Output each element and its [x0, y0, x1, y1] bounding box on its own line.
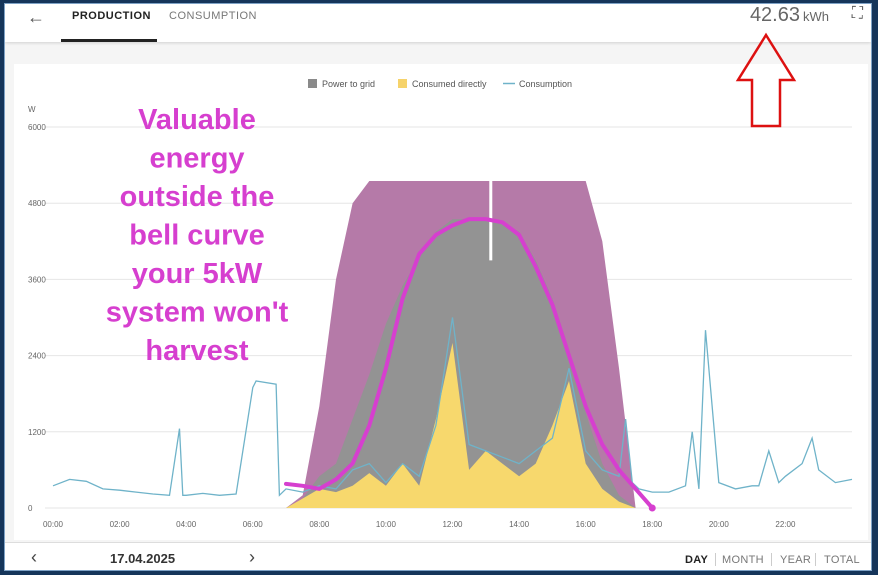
legend-label: Consumption [519, 79, 572, 89]
x-tick-label: 18:00 [642, 520, 663, 529]
x-tick-label: 12:00 [442, 520, 463, 529]
x-tick-label: 14:00 [509, 520, 530, 529]
energy-value: 42.63 [749, 4, 800, 26]
x-tick-label: 02:00 [110, 520, 131, 529]
annotation-text-line: harvest [145, 335, 249, 367]
x-tick-label: 22:00 [775, 520, 796, 529]
y-tick-label: 0 [28, 504, 33, 513]
tab-production[interactable]: PRODUCTION [72, 10, 151, 22]
energy-total: 42.63 kWh [750, 4, 829, 27]
legend-swatch [308, 79, 317, 88]
active-tab-indicator [61, 39, 157, 42]
period-divider [815, 553, 816, 566]
x-tick-label: 08:00 [309, 520, 330, 529]
date-label: 17.04.2025 [110, 551, 176, 566]
bell-curve-end [648, 504, 656, 512]
period-divider [715, 553, 716, 566]
y-axis-label: W [28, 105, 36, 114]
y-tick-label: 4800 [28, 199, 46, 208]
period-divider [771, 553, 772, 566]
annotation-text-line: system won't [106, 297, 289, 329]
y-tick-label: 3600 [28, 275, 46, 284]
bell-curve-annotation [284, 217, 655, 510]
legend-label: Power to grid [322, 79, 375, 89]
x-tick-label: 20:00 [709, 520, 730, 529]
previous-day-icon[interactable]: ‹ [31, 547, 37, 567]
fullscreen-icon[interactable]: ⛶ [851, 5, 863, 22]
x-tick-label: 16:00 [576, 520, 597, 529]
y-tick-label: 6000 [28, 123, 46, 132]
bottom-bar: ‹ 17.04.2025 › DAY MONTH YEAR TOTAL [5, 542, 871, 570]
period-year[interactable]: YEAR [780, 554, 812, 566]
y-tick-label: 1200 [28, 428, 46, 437]
x-tick-label: 06:00 [243, 520, 264, 529]
annotation-text-line: bell curve [129, 220, 264, 252]
x-tick-label: 10:00 [376, 520, 397, 529]
top-bar: ← PRODUCTION CONSUMPTION 42.63 kWh ⛶ [5, 4, 871, 42]
annotation-text-line: outside the [120, 181, 275, 213]
next-day-icon[interactable]: › [249, 547, 255, 567]
y-tick-label: 2400 [28, 352, 46, 361]
period-month[interactable]: MONTH [722, 554, 764, 566]
period-day[interactable]: DAY [685, 554, 709, 566]
annotation-text-line: energy [149, 143, 244, 175]
period-total[interactable]: TOTAL [824, 554, 860, 566]
consumed-directly-area [286, 342, 636, 508]
x-tick-label: 00:00 [43, 520, 64, 529]
energy-unit: kWh [803, 9, 829, 24]
legend-swatch [398, 79, 407, 88]
annotation-text-line: your 5kW [132, 258, 263, 290]
legend-label: Consumed directly [412, 79, 487, 89]
consumption-line [52, 317, 853, 497]
tab-consumption[interactable]: CONSUMPTION [169, 10, 257, 22]
annotation-text-line: Valuable [138, 104, 256, 136]
back-arrow-icon[interactable]: ← [27, 7, 45, 27]
x-tick-label: 04:00 [176, 520, 197, 529]
